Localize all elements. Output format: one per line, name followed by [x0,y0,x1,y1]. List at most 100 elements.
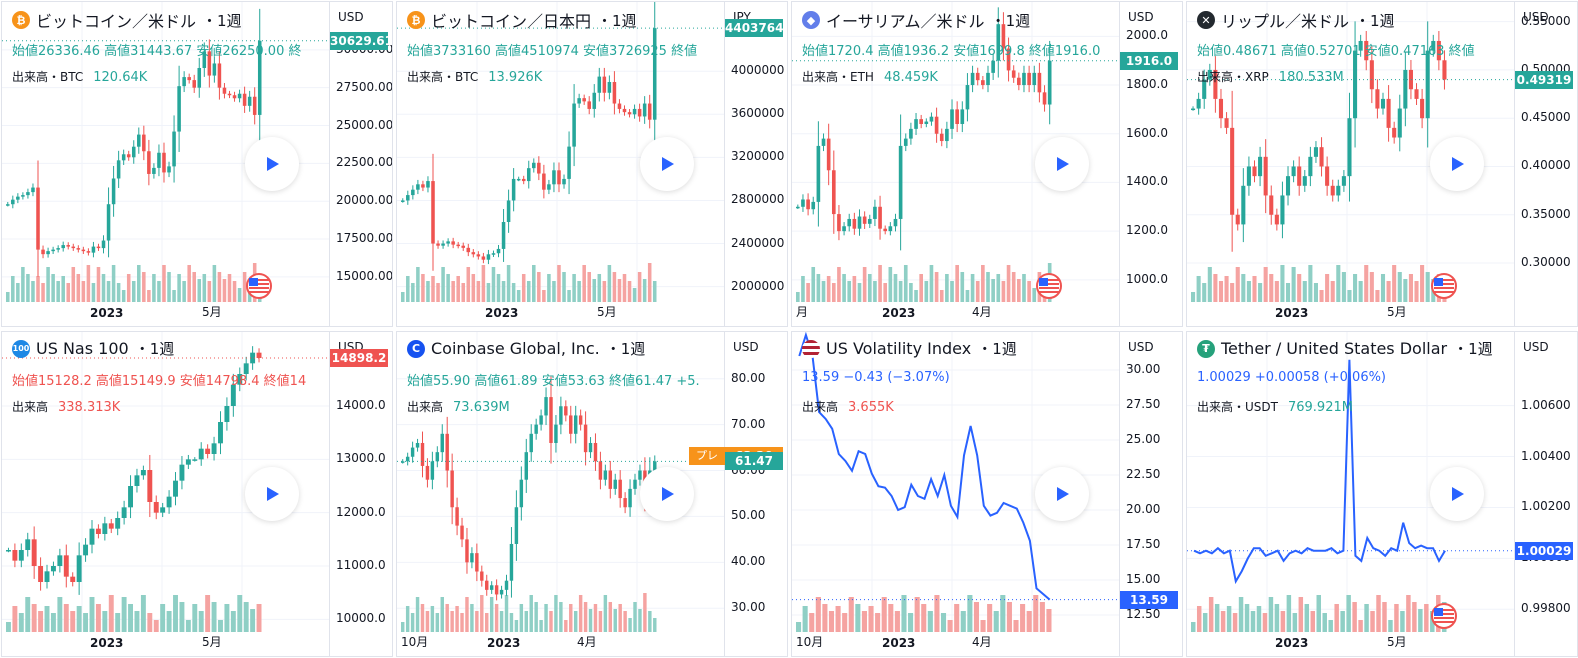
ohlc-values: 始値15128.2 高値15149.9 安値14798.4 終値14 [12,374,307,389]
play-button[interactable] [1430,467,1484,521]
volume-bar [481,265,486,302]
candle-body [1341,176,1346,186]
price-chart[interactable] [397,332,724,632]
chart-panel[interactable]: ◆ イーサリアム／米ドル ・1週 始値1720.4 高値1936.2 安値1699.8… [791,1,1183,327]
play-button[interactable] [640,467,694,521]
play-button[interactable] [1035,467,1089,521]
chart-panel[interactable]: C Coinbase Global, Inc. ・1週 始値55.90 高値61.89… [396,331,788,657]
volume-bar [1336,265,1341,302]
market-flag-icon [246,273,272,299]
chart-panel[interactable]: ✕ リップル／米ドル ・1週 始値0.48671 高値0.52701 安値0.4716… [1186,1,1578,327]
volume-bar [857,283,862,302]
price-axis[interactable]: USD 2000.0 1800.0 1600.0 1400.0 1200.0 1000.0 1… [1119,2,1182,326]
price-chart[interactable] [792,2,1119,302]
price-chart[interactable] [2,2,329,302]
volume-value: 120.64K [93,70,148,85]
volume-bar [919,274,923,302]
price-chart[interactable] [1187,2,1514,302]
volume-bar [431,276,435,302]
volume-bar [837,267,841,302]
candle-body [612,82,617,104]
volume-bar [806,283,810,302]
price-tick-label: 1.00400 [1521,448,1571,463]
price-chart[interactable] [792,332,1119,632]
price-chart[interactable] [2,332,329,632]
candle-body [1302,176,1307,186]
play-button[interactable] [640,137,694,191]
candle-body [70,576,76,582]
play-button[interactable] [245,467,299,521]
volume-value: 48.459K [883,70,938,85]
price-axis[interactable]: USD80.0070.0060.0050.0040.0030.00プレ63.20… [689,332,787,656]
play-button[interactable] [1035,137,1089,191]
price-axis[interactable]: USD 14000.0 13000.0 12000.0 11000.0 10000.0 14… [329,332,392,656]
volume-bar [16,283,20,302]
candle-body [172,131,176,167]
volume-bar [1256,606,1262,632]
volume-bar [1394,604,1399,632]
volume-label: 出来高 [12,400,49,414]
volume-bar [901,595,907,632]
volume-bar [192,272,196,302]
volume-bar [597,274,602,302]
volume-bar [128,604,133,632]
volume-bar [612,272,617,302]
volume-bar [1191,292,1196,302]
volume-bar [1364,604,1369,632]
volume-legend: 出来高 73.639M [407,398,510,415]
chart-panel[interactable]: ₮ Tether / United States Dollar ・1週 1.00029… [1186,331,1578,657]
volume-bar [465,597,469,632]
candle-body [511,178,516,201]
volume-bar [76,274,81,302]
volume-bar [76,606,82,632]
volume-bar [638,609,642,632]
candle-body [1397,108,1402,138]
candle-body [1224,118,1229,128]
price-axis[interactable]: USD30000.0027500.0025000.0022500.0020000… [329,2,393,326]
volume-bar [577,281,581,302]
candle-body [893,218,898,227]
volume-legend: 出来高・BTC 120.64K [12,68,147,85]
volume-bar [494,604,499,632]
play-button[interactable] [1430,137,1484,191]
candle-body [36,187,40,250]
candle-body [573,415,578,434]
volume-bar [102,611,108,632]
volume-bar [1214,604,1220,632]
candle-body [501,222,506,249]
candle-body [461,245,466,248]
play-button[interactable] [245,137,299,191]
volume-bar [471,274,476,302]
chart-panel[interactable]: US Volatility Index ・1週 13.59 −0.43 (−3.07… [791,331,1183,657]
volume-bar [142,272,146,302]
candle-body [842,226,846,232]
price-tick-label: 27500.00 [336,79,393,94]
price-axis[interactable]: USD 0.55000 0.50000 0.45000 0.40000 0.35000 0.… [1514,2,1577,326]
volume-bar [569,604,573,632]
price-axis[interactable]: USD 30.00 27.50 25.00 22.50 20.00 17.50 15.00 12… [1119,332,1182,656]
price-chart[interactable] [397,2,724,302]
chart-panel[interactable]: ₿ ビットコイン／米ドル ・1週 始値26336.46 高値31443.67 安値26… [1,1,393,327]
candle-body [607,82,612,93]
volume-value: 769.921M [1287,400,1353,415]
chart-panel[interactable]: ₿ ビットコイン／日本円 ・1週 始値3733160 高値4510974 安値3726… [396,1,788,327]
price-tick-label: 17500.00 [336,231,393,246]
volume-bar [121,290,126,302]
candle-body [567,146,571,179]
candle-body [1230,127,1235,215]
price-chart[interactable] [1187,332,1514,632]
candle-body [496,248,501,254]
volume-bar [1424,604,1429,632]
candle-body [222,87,227,94]
chart-panel[interactable]: 100 US Nas 100 ・1週 始値15128.2 高値15149.9 安値14… [1,331,393,657]
candle-body [250,352,256,364]
volume-bar [111,265,116,302]
volume-bar [1280,265,1285,302]
price-axis[interactable]: USD1.006001.004001.002001.000000.998001.… [1514,332,1577,656]
price-axis[interactable]: JPY 4000000 3600000 3200000 2800000 2400000 20… [724,2,787,326]
nasdaq-icon: 100 [12,339,30,358]
volume-label: 出来高 [802,400,839,414]
volume-bar [637,272,642,302]
volume-bar [1235,267,1240,302]
